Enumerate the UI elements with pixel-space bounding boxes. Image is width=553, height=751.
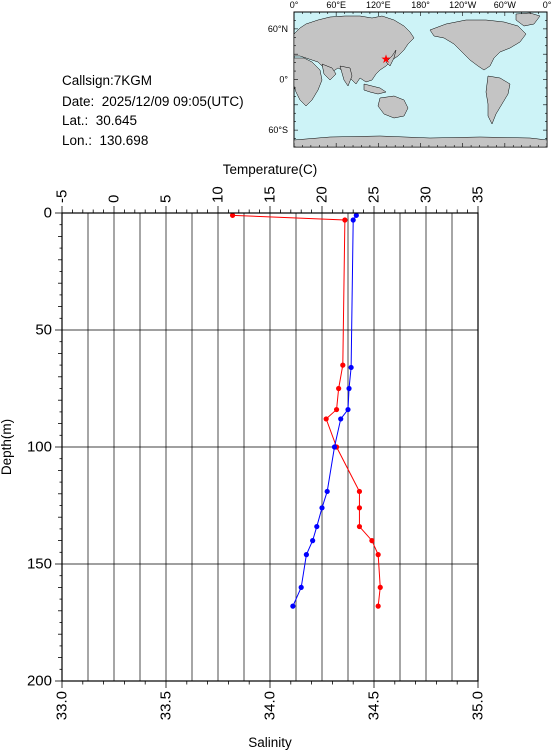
chart-series bbox=[229, 212, 383, 609]
data-point-salinity bbox=[375, 552, 381, 558]
map-longitude-label: 0° bbox=[290, 0, 299, 10]
depth-tick-label: 200 bbox=[27, 673, 52, 690]
temperature-tick-label: 20 bbox=[314, 186, 331, 203]
salinity-tick-label: 34.0 bbox=[262, 691, 279, 720]
map-tick-marks bbox=[293, 11, 548, 148]
data-point-temperature bbox=[303, 552, 309, 558]
data-point-salinity bbox=[333, 406, 340, 413]
data-point-temperature bbox=[331, 444, 338, 450]
map-landmasses bbox=[293, 12, 548, 148]
latitude-label: Lat.: 30.645 bbox=[62, 113, 138, 128]
data-point-salinity bbox=[356, 523, 363, 530]
data-point-salinity bbox=[377, 584, 383, 591]
depth-tick-label: 50 bbox=[35, 322, 52, 339]
data-point-salinity bbox=[375, 603, 381, 609]
land-japan bbox=[385, 49, 397, 67]
land-north-america bbox=[429, 19, 527, 71]
data-point-salinity bbox=[336, 385, 342, 392]
data-point-temperature bbox=[310, 538, 316, 544]
map-latitude-label: 60°S bbox=[268, 125, 288, 135]
temperature-axis-title: Temperature(C) bbox=[223, 162, 318, 177]
salinity-tick-label: 34.5 bbox=[366, 691, 383, 720]
map-coordinate-labels: 0° 60°E 120°E 180° 120°W 60°W 0° 60°N 0° 60°S bbox=[268, 0, 552, 135]
data-point-temperature bbox=[290, 603, 296, 609]
data-point-temperature bbox=[348, 364, 354, 371]
data-point-temperature bbox=[353, 212, 359, 218]
data-point-temperature bbox=[298, 584, 304, 591]
map-longitude-label: 120°E bbox=[366, 0, 391, 10]
temperature-tick-label: 5 bbox=[158, 195, 175, 203]
map-longitude-label: 180° bbox=[411, 0, 430, 10]
temperature-tick-label: 10 bbox=[210, 186, 227, 203]
temperature-tick-label: 30 bbox=[418, 186, 435, 203]
data-point-salinity bbox=[369, 538, 375, 544]
location-map: 0° 60°E 120°E 180° 120°W 60°W 0° 60°N 0° 60°S ★ bbox=[268, 0, 552, 148]
depth-axis-title: Depth(m) bbox=[0, 419, 14, 475]
salinity-axis-title: Salinity bbox=[248, 735, 292, 750]
callsign-label: Callsign:7KGM bbox=[62, 73, 153, 88]
map-longitude-label: 120°W bbox=[449, 0, 477, 10]
data-point-salinity bbox=[356, 488, 363, 495]
data-point-temperature bbox=[324, 488, 330, 495]
date-label: Date: 2025/12/09 09:05(UTC) bbox=[62, 94, 244, 109]
data-point-salinity bbox=[229, 212, 236, 218]
temperature-tick-label: 0 bbox=[106, 195, 123, 203]
land-arabia bbox=[321, 63, 337, 81]
data-point-temperature bbox=[314, 523, 320, 530]
longitude-label: Lon.: 130.698 bbox=[62, 133, 149, 148]
salinity-tick-label: 35.0 bbox=[470, 691, 487, 720]
map-longitude-label: 0° bbox=[543, 0, 552, 10]
depth-tick-label: 100 bbox=[27, 439, 52, 456]
station-marker-star-icon: ★ bbox=[381, 52, 392, 66]
salinity-tick-label: 33.0 bbox=[54, 691, 71, 720]
data-point-temperature bbox=[346, 385, 352, 392]
data-point-temperature bbox=[350, 217, 356, 223]
data-point-temperature bbox=[338, 416, 344, 422]
temperature-tick-label: 35 bbox=[470, 186, 487, 203]
depth-tick-label: 150 bbox=[27, 556, 52, 573]
depth-tick-label: 0 bbox=[44, 205, 52, 222]
salinity-tick-label: 33.5 bbox=[158, 691, 175, 720]
data-point-salinity bbox=[342, 217, 348, 223]
data-point-salinity bbox=[356, 505, 363, 511]
map-latitude-label: 0° bbox=[279, 75, 288, 85]
land-south-america bbox=[485, 75, 511, 125]
map-longitude-label: 60°E bbox=[326, 0, 346, 10]
land-africa bbox=[293, 57, 323, 107]
data-point-salinity bbox=[340, 362, 346, 368]
temperature-tick-label: 15 bbox=[262, 186, 279, 203]
land-india bbox=[339, 65, 353, 87]
data-point-temperature bbox=[345, 406, 351, 413]
temperature-tick-label: 25 bbox=[366, 186, 383, 203]
land-maritime-asia bbox=[363, 83, 387, 95]
map-longitude-label: 60°W bbox=[494, 0, 517, 10]
map-latitude-label: 60°N bbox=[268, 24, 288, 34]
data-point-salinity bbox=[323, 416, 329, 422]
land-australia bbox=[377, 95, 409, 119]
data-point-temperature bbox=[319, 505, 325, 511]
plot-frame bbox=[61, 212, 479, 682]
temperature-tick-label: -5 bbox=[54, 190, 71, 203]
